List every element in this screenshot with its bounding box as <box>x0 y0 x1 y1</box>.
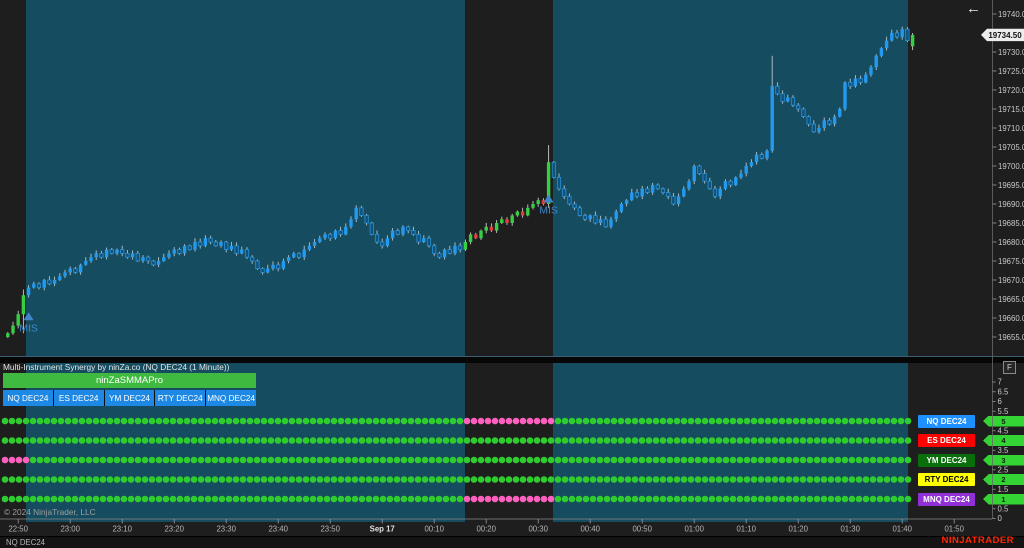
status-bar <box>0 536 1024 548</box>
instrument-tag-nq-dec24[interactable]: NQ DEC24 <box>918 414 975 428</box>
svg-text:23:20: 23:20 <box>164 525 184 534</box>
svg-text:22:50: 22:50 <box>8 525 28 534</box>
pane-splitter[interactable] <box>0 356 1024 363</box>
svg-text:01:30: 01:30 <box>840 525 860 534</box>
svg-text:19715.00: 19715.00 <box>998 105 1024 114</box>
svg-text:00:10: 00:10 <box>424 525 444 534</box>
svg-text:19690.00: 19690.00 <box>998 200 1024 209</box>
svg-text:23:00: 23:00 <box>60 525 80 534</box>
instrument-tag-mnq-dec24[interactable]: MNQ DEC24 <box>918 492 975 506</box>
svg-text:00:20: 00:20 <box>476 525 496 534</box>
instrument-button-mnq-dec24[interactable]: MNQ DEC24 <box>206 390 256 406</box>
svg-text:0.5: 0.5 <box>998 504 1010 513</box>
value-marker-1: 1 <box>983 493 1024 505</box>
current-price-marker: 19734.50 <box>981 28 1024 42</box>
instrument-tag-rty-dec24[interactable]: RTY DEC24 <box>918 473 975 486</box>
copyright-text: © 2024 NinjaTrader, LLC <box>4 507 96 517</box>
value-marker-5: 5 <box>983 415 1024 427</box>
svg-text:1.5: 1.5 <box>998 485 1010 494</box>
svg-text:19655.00: 19655.00 <box>998 333 1024 342</box>
instrument-button-ym-dec24[interactable]: YM DEC24 <box>104 390 155 406</box>
svg-text:3.5: 3.5 <box>998 446 1010 455</box>
svg-text:23:10: 23:10 <box>112 525 132 534</box>
svg-text:01:10: 01:10 <box>736 525 756 534</box>
svg-text:0: 0 <box>998 514 1003 523</box>
ninjatrader-watermark: NINJATRADER <box>941 535 1014 546</box>
svg-text:01:50: 01:50 <box>944 525 964 534</box>
svg-text:23:40: 23:40 <box>268 525 288 534</box>
svg-text:4.5: 4.5 <box>998 426 1010 435</box>
session-break-band <box>465 0 553 356</box>
svg-text:19695.00: 19695.00 <box>998 181 1024 190</box>
indicator-title: Multi-Instrument Synergy by ninZa.co (NQ… <box>3 362 230 372</box>
svg-text:19710.00: 19710.00 <box>998 124 1024 133</box>
svg-text:19720.00: 19720.00 <box>998 86 1024 95</box>
svg-text:00:40: 00:40 <box>580 525 600 534</box>
features-button[interactable]: F <box>1003 361 1016 374</box>
svg-text:19705.00: 19705.00 <box>998 143 1024 152</box>
svg-text:19740.00: 19740.00 <box>998 10 1024 19</box>
svg-text:01:00: 01:00 <box>684 525 704 534</box>
svg-text:6: 6 <box>998 397 1002 406</box>
value-marker-4: 4 <box>983 435 1024 446</box>
svg-text:Sep 17: Sep 17 <box>370 525 395 534</box>
instrument-button-rty-dec24[interactable]: RTY DEC24 <box>155 390 206 406</box>
svg-text:7: 7 <box>998 378 1002 387</box>
svg-text:23:30: 23:30 <box>216 525 236 534</box>
svg-text:19670.00: 19670.00 <box>998 276 1024 285</box>
svg-text:19734.50: 19734.50 <box>988 31 1022 40</box>
status-instrument-label: NQ DEC24 <box>6 538 45 547</box>
svg-text:5.5: 5.5 <box>998 407 1010 416</box>
svg-text:23:50: 23:50 <box>320 525 340 534</box>
instrument-button-es-dec24[interactable]: ES DEC24 <box>53 390 104 406</box>
svg-text:6.5: 6.5 <box>998 387 1010 396</box>
svg-text:00:50: 00:50 <box>632 525 652 534</box>
svg-text:01:40: 01:40 <box>892 525 912 534</box>
svg-text:01:20: 01:20 <box>788 525 808 534</box>
svg-text:00:30: 00:30 <box>528 525 548 534</box>
svg-text:19660.00: 19660.00 <box>998 314 1024 323</box>
session-break-band <box>465 362 553 522</box>
svg-text:19685.00: 19685.00 <box>998 219 1024 228</box>
svg-text:19700.00: 19700.00 <box>998 162 1024 171</box>
svg-text:19725.00: 19725.00 <box>998 67 1024 76</box>
svg-text:2.5: 2.5 <box>998 465 1010 474</box>
instrument-button-nq-dec24[interactable]: NQ DEC24 <box>3 390 53 406</box>
instrument-button-row: NQ DEC24 ES DEC24 YM DEC24 RTY DEC24 MNQ DEC… <box>3 390 256 406</box>
ninza-smma-pro-banner[interactable]: ninZaSMMAPro <box>3 373 256 388</box>
svg-text:19675.00: 19675.00 <box>998 257 1024 266</box>
value-marker-2: 2 <box>983 474 1024 485</box>
left-arrow-icon[interactable]: ← <box>966 0 981 17</box>
instrument-tag-ym-dec24[interactable]: YM DEC24 <box>918 453 975 467</box>
svg-text:19665.00: 19665.00 <box>998 295 1024 304</box>
svg-text:19730.00: 19730.00 <box>998 48 1024 57</box>
svg-text:19680.00: 19680.00 <box>998 238 1024 247</box>
instrument-tag-es-dec24[interactable]: ES DEC24 <box>918 434 975 447</box>
svg-text:19735.00: 19735.00 <box>998 29 1024 38</box>
value-marker-3: 3 <box>983 454 1024 466</box>
